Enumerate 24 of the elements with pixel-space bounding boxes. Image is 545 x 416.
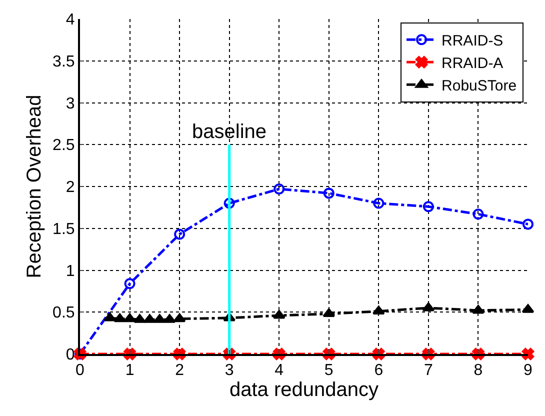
x-tick-label: 6 [374, 362, 384, 380]
y-tick-label: 1.5 [52, 220, 75, 238]
legend-label: RRAID-S [442, 32, 504, 50]
y-tick-label: 0 [66, 346, 75, 364]
legend-label: RobuSTore [442, 77, 517, 94]
y-tick-label: 0.5 [52, 304, 75, 322]
x-tick-label: 7 [424, 362, 433, 380]
y-tick-label: 3.5 [52, 53, 75, 70]
x-tick-label: 8 [474, 362, 483, 380]
x-tick-label: 1 [125, 362, 134, 380]
y-tick-label: 1 [66, 262, 75, 280]
y-tick-label: 4 [66, 12, 75, 29]
y-axis-title: Reception Overhead [24, 94, 46, 278]
x-tick-label: 3 [224, 362, 234, 380]
x-tick-label: 5 [324, 362, 334, 380]
y-tick-label: 3 [66, 95, 75, 112]
x-tick-label: 2 [175, 362, 184, 380]
x-tick-label: 9 [524, 362, 533, 380]
x-axis-title: data redundancy [229, 379, 379, 402]
y-tick-label: 2 [66, 179, 75, 196]
y-tick-label: 2.5 [52, 137, 75, 154]
x-tick-label: 4 [274, 362, 284, 380]
annotation: baseline [192, 121, 267, 143]
legend-label: RRAID-A [442, 54, 504, 72]
